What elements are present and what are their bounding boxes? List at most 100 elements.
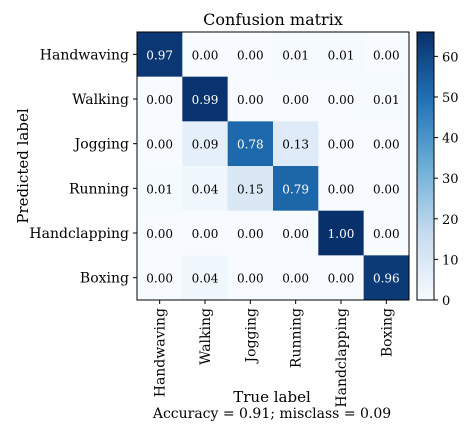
cell-value-label: 0.13 xyxy=(282,138,309,152)
cell-value-label: 0.00 xyxy=(146,138,173,152)
y-tick-label: Handclapping xyxy=(29,226,129,242)
heatmap-frame xyxy=(136,31,410,301)
heatmap-cell xyxy=(182,210,229,256)
cell-value-label: 0.97 xyxy=(146,48,173,62)
colorbar-tick-label: 30 xyxy=(442,172,459,187)
cell-value-label: 0.00 xyxy=(237,272,264,286)
y-tick-label: Jogging xyxy=(73,137,129,153)
cell-value-label: 0.01 xyxy=(373,93,400,107)
heatmap-cell xyxy=(318,210,365,256)
heatmap-cell xyxy=(227,76,274,122)
cell-value-label: 0.04 xyxy=(192,272,219,286)
heatmap-cell xyxy=(318,121,365,167)
heatmap-cell xyxy=(182,121,229,167)
cell-value-label: 0.01 xyxy=(282,48,309,62)
heatmap-cell xyxy=(227,166,274,212)
cell-value-label: 0.00 xyxy=(237,48,264,62)
heatmap-cells: 0.97 0.00 0.00 0.01 0.01 0.00 0.00 0.99 0.00 0.00… xyxy=(137,32,410,301)
heatmap-cell xyxy=(137,255,183,301)
cell-value-label: 1.00 xyxy=(328,227,355,241)
heatmap-cell xyxy=(137,76,183,122)
colorbar-tick-label: 60 xyxy=(442,50,459,65)
heatmap-cell xyxy=(318,76,365,122)
heatmap-cell xyxy=(272,210,319,256)
colorbar-tick-label: 20 xyxy=(442,213,459,228)
y-tick-label: Walking xyxy=(72,92,129,108)
x-tick-label: Handwaving xyxy=(153,308,169,397)
cell-value-label: 0.00 xyxy=(373,182,400,196)
heatmap-cell xyxy=(272,32,319,78)
cell-value-label: 0.78 xyxy=(237,138,264,152)
heatmap-cell xyxy=(363,166,410,212)
cell-value-label: 0.00 xyxy=(146,93,173,107)
y-tick-labels: Handwaving Walking Jogging Running Handclapp… xyxy=(29,47,137,287)
heatmap-cell xyxy=(272,255,319,301)
heatmap-cell xyxy=(182,166,229,212)
colorbar-tick-label: 40 xyxy=(442,132,459,147)
x-axis-label: True label xyxy=(233,388,311,406)
x-tick-label: Boxing xyxy=(379,308,395,357)
y-axis-label: Predicted label xyxy=(14,108,32,223)
heatmap-cell xyxy=(363,76,410,122)
accuracy-footer: Accuracy = 0.91; misclass = 0.09 xyxy=(152,406,391,422)
cell-value-label: 0.00 xyxy=(146,227,173,241)
y-tick-label: Handwaving xyxy=(40,47,129,63)
heatmap-cell xyxy=(318,255,365,301)
heatmap-cell xyxy=(318,166,365,212)
colorbar-ticks: 0 10 20 30 40 50 60 xyxy=(434,50,459,309)
x-tick-label: Walking xyxy=(198,308,214,365)
cell-value-label: 0.00 xyxy=(192,48,219,62)
x-tick-label: Running xyxy=(289,308,305,368)
cell-value-label: 0.99 xyxy=(192,93,219,107)
heatmap-cell xyxy=(227,210,274,256)
cell-value-label: 0.00 xyxy=(328,182,355,196)
cell-value-label: 0.00 xyxy=(282,272,309,286)
y-tick-label: Running xyxy=(69,181,129,197)
x-tick-labels: Handwaving Walking Jogging Running Handclapp… xyxy=(153,300,395,408)
heatmap-cell xyxy=(363,210,410,256)
cell-value-label: 0.01 xyxy=(328,48,355,62)
heatmap-cell xyxy=(318,32,365,78)
cell-value-label: 0.00 xyxy=(328,93,355,107)
heatmap-cell xyxy=(182,76,229,122)
cell-value-label: 0.00 xyxy=(282,227,309,241)
heatmap-cell xyxy=(272,166,319,212)
colorbar-tick-label: 10 xyxy=(442,253,459,268)
heatmap-cell xyxy=(227,255,274,301)
heatmap-cell xyxy=(137,210,183,256)
x-tick-label: Handclapping xyxy=(334,308,350,408)
x-tick-label: Jogging xyxy=(243,308,259,364)
cell-value-label: 0.00 xyxy=(373,227,400,241)
colorbar xyxy=(416,31,435,301)
colorbar-tick-label: 50 xyxy=(442,91,459,106)
heatmap-cell xyxy=(272,76,319,122)
cell-value-label: 0.00 xyxy=(373,138,400,152)
heatmap-cell xyxy=(182,255,229,301)
chart-title: Confusion matrix xyxy=(203,10,343,29)
cell-value-label: 0.00 xyxy=(328,138,355,152)
heatmap-cell xyxy=(363,32,410,78)
y-tick-label: Boxing xyxy=(80,271,129,287)
heatmap-cell xyxy=(272,121,319,167)
heatmap-cell xyxy=(363,121,410,167)
cell-value-label: 0.01 xyxy=(146,182,173,196)
colorbar-tick-label: 0 xyxy=(442,294,450,309)
cell-value-label: 0.00 xyxy=(282,93,309,107)
cell-value-label: 0.00 xyxy=(146,272,173,286)
cell-value-label: 0.79 xyxy=(282,182,309,196)
heatmap-cell xyxy=(137,32,183,78)
cell-value-label: 0.00 xyxy=(373,48,400,62)
cell-value-label: 0.04 xyxy=(192,182,219,196)
heatmap-cell xyxy=(137,121,183,167)
cell-value-label: 0.00 xyxy=(328,272,355,286)
heatmap-cell xyxy=(227,121,274,167)
heatmap-cell xyxy=(137,166,183,212)
cell-value-label: 0.00 xyxy=(237,93,264,107)
heatmap-cell xyxy=(363,255,410,301)
heatmap-cell xyxy=(227,32,274,78)
cell-value-label: 0.15 xyxy=(237,182,264,196)
cell-value-label: 0.96 xyxy=(373,272,400,286)
cell-value-label: 0.00 xyxy=(237,227,264,241)
cell-value-label: 0.09 xyxy=(192,138,219,152)
